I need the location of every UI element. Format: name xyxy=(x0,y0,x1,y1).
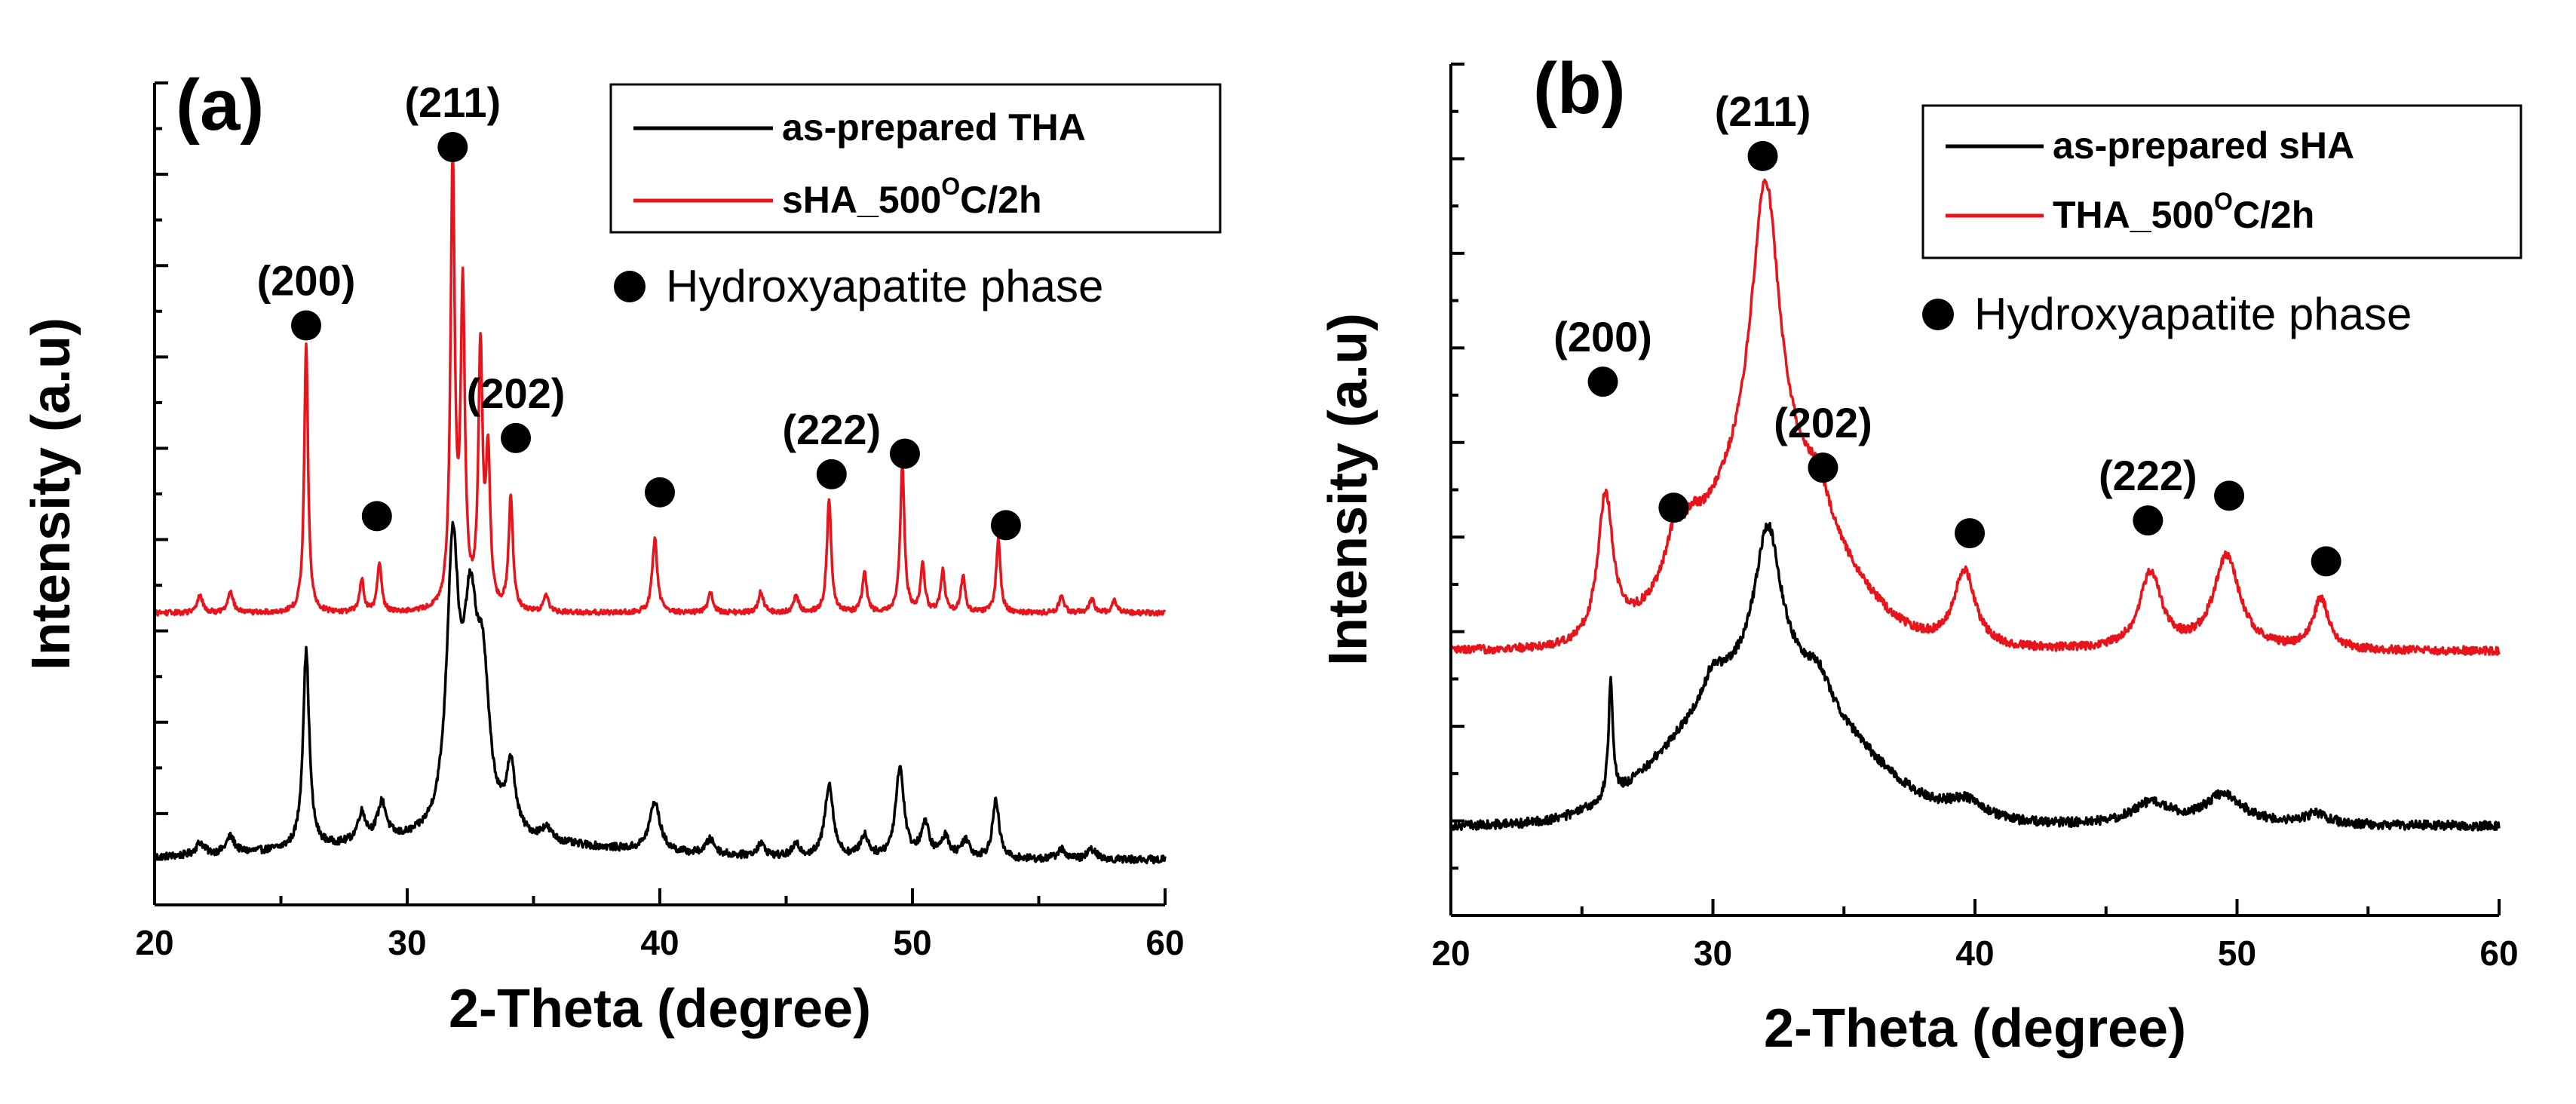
hydroxyapatite-marker xyxy=(1808,452,1838,483)
series-line-sha-500c-2h xyxy=(154,146,1167,617)
x-axis-title: 2-Theta (degree) xyxy=(449,979,871,1039)
peak-label: (202) xyxy=(1774,399,1872,446)
x-tick-label: 20 xyxy=(1431,934,1470,973)
x-tick-label: 20 xyxy=(135,923,173,962)
legend-box xyxy=(609,83,1222,234)
hydroxyapatite-marker xyxy=(889,438,920,469)
peak-label: (211) xyxy=(1715,87,1811,135)
hydroxyapatite-marker xyxy=(437,132,468,163)
peak-label: (202) xyxy=(467,370,566,417)
series-line-as-prepared-tha xyxy=(153,520,1167,865)
legend-label: as-prepared sHA xyxy=(2053,124,2354,167)
y-axis-title: Intensity (a.u) xyxy=(21,317,81,670)
panel-label: (a) xyxy=(176,65,264,146)
x-axis-title: 2-Theta (degree) xyxy=(1764,998,2186,1059)
y-axis-title: Intensity (a.u) xyxy=(1318,313,1378,666)
phase-key-label: Hydroxyapatite phase xyxy=(1974,289,2412,339)
hydroxyapatite-marker xyxy=(1747,140,1778,171)
legend-box xyxy=(1921,104,2522,259)
legend-label: sHA_500OC/2h xyxy=(782,173,1042,221)
x-tick-label: 30 xyxy=(388,923,426,962)
series-line-as-prepared-sha xyxy=(1449,522,2501,832)
hydroxyapatite-marker xyxy=(2214,480,2245,511)
phase-key-marker xyxy=(1922,299,1954,330)
hydroxyapatite-marker xyxy=(2311,546,2341,577)
peak-label: (211) xyxy=(404,78,501,126)
x-tick-label: 60 xyxy=(1145,923,1184,962)
hydroxyapatite-marker xyxy=(990,510,1021,541)
hydroxyapatite-marker xyxy=(816,458,847,489)
legend: as-prepared THA sHA_500OC/2h xyxy=(609,83,1222,234)
x-tick-label: 50 xyxy=(2218,934,2256,973)
hydroxyapatite-marker xyxy=(501,422,532,453)
phase-key-label: Hydroxyapatite phase xyxy=(666,261,1103,311)
series-line-tha-500c-2h xyxy=(1450,178,2501,656)
legend-label: as-prepared THA xyxy=(782,106,1086,149)
x-tick-label: 40 xyxy=(1955,934,1994,973)
peak-label: (200) xyxy=(257,257,356,305)
panel-label: (b) xyxy=(1533,48,1626,129)
hydroxyapatite-marker xyxy=(361,501,392,532)
phase-key-marker xyxy=(614,271,646,302)
x-tick-label: 60 xyxy=(2479,934,2518,973)
chart-panel-b: 20 30 40 50 60 2-Theta (degree) Intensity (a.u… xyxy=(1318,48,2522,1059)
hydroxyapatite-marker xyxy=(291,310,321,341)
x-tick-label: 50 xyxy=(893,923,931,962)
legend: as-prepared sHA THA_500OC/2h xyxy=(1921,104,2522,259)
peak-label: (222) xyxy=(2099,452,2197,499)
legend-label: THA_500OC/2h xyxy=(2053,188,2314,236)
hydroxyapatite-marker xyxy=(645,477,675,508)
hydroxyapatite-marker xyxy=(1955,518,1986,549)
x-tick-label: 30 xyxy=(1694,934,1732,973)
peak-label: (222) xyxy=(782,406,881,453)
peak-label: (200) xyxy=(1553,313,1652,360)
hydroxyapatite-marker xyxy=(1658,492,1689,523)
x-tick-label: 40 xyxy=(640,923,679,962)
chart-panel-a: 20 30 40 50 60 2-Theta (degree) Intensity (a.u… xyxy=(21,65,1222,1039)
hydroxyapatite-marker xyxy=(1587,366,1618,397)
hydroxyapatite-marker xyxy=(2133,505,2164,536)
